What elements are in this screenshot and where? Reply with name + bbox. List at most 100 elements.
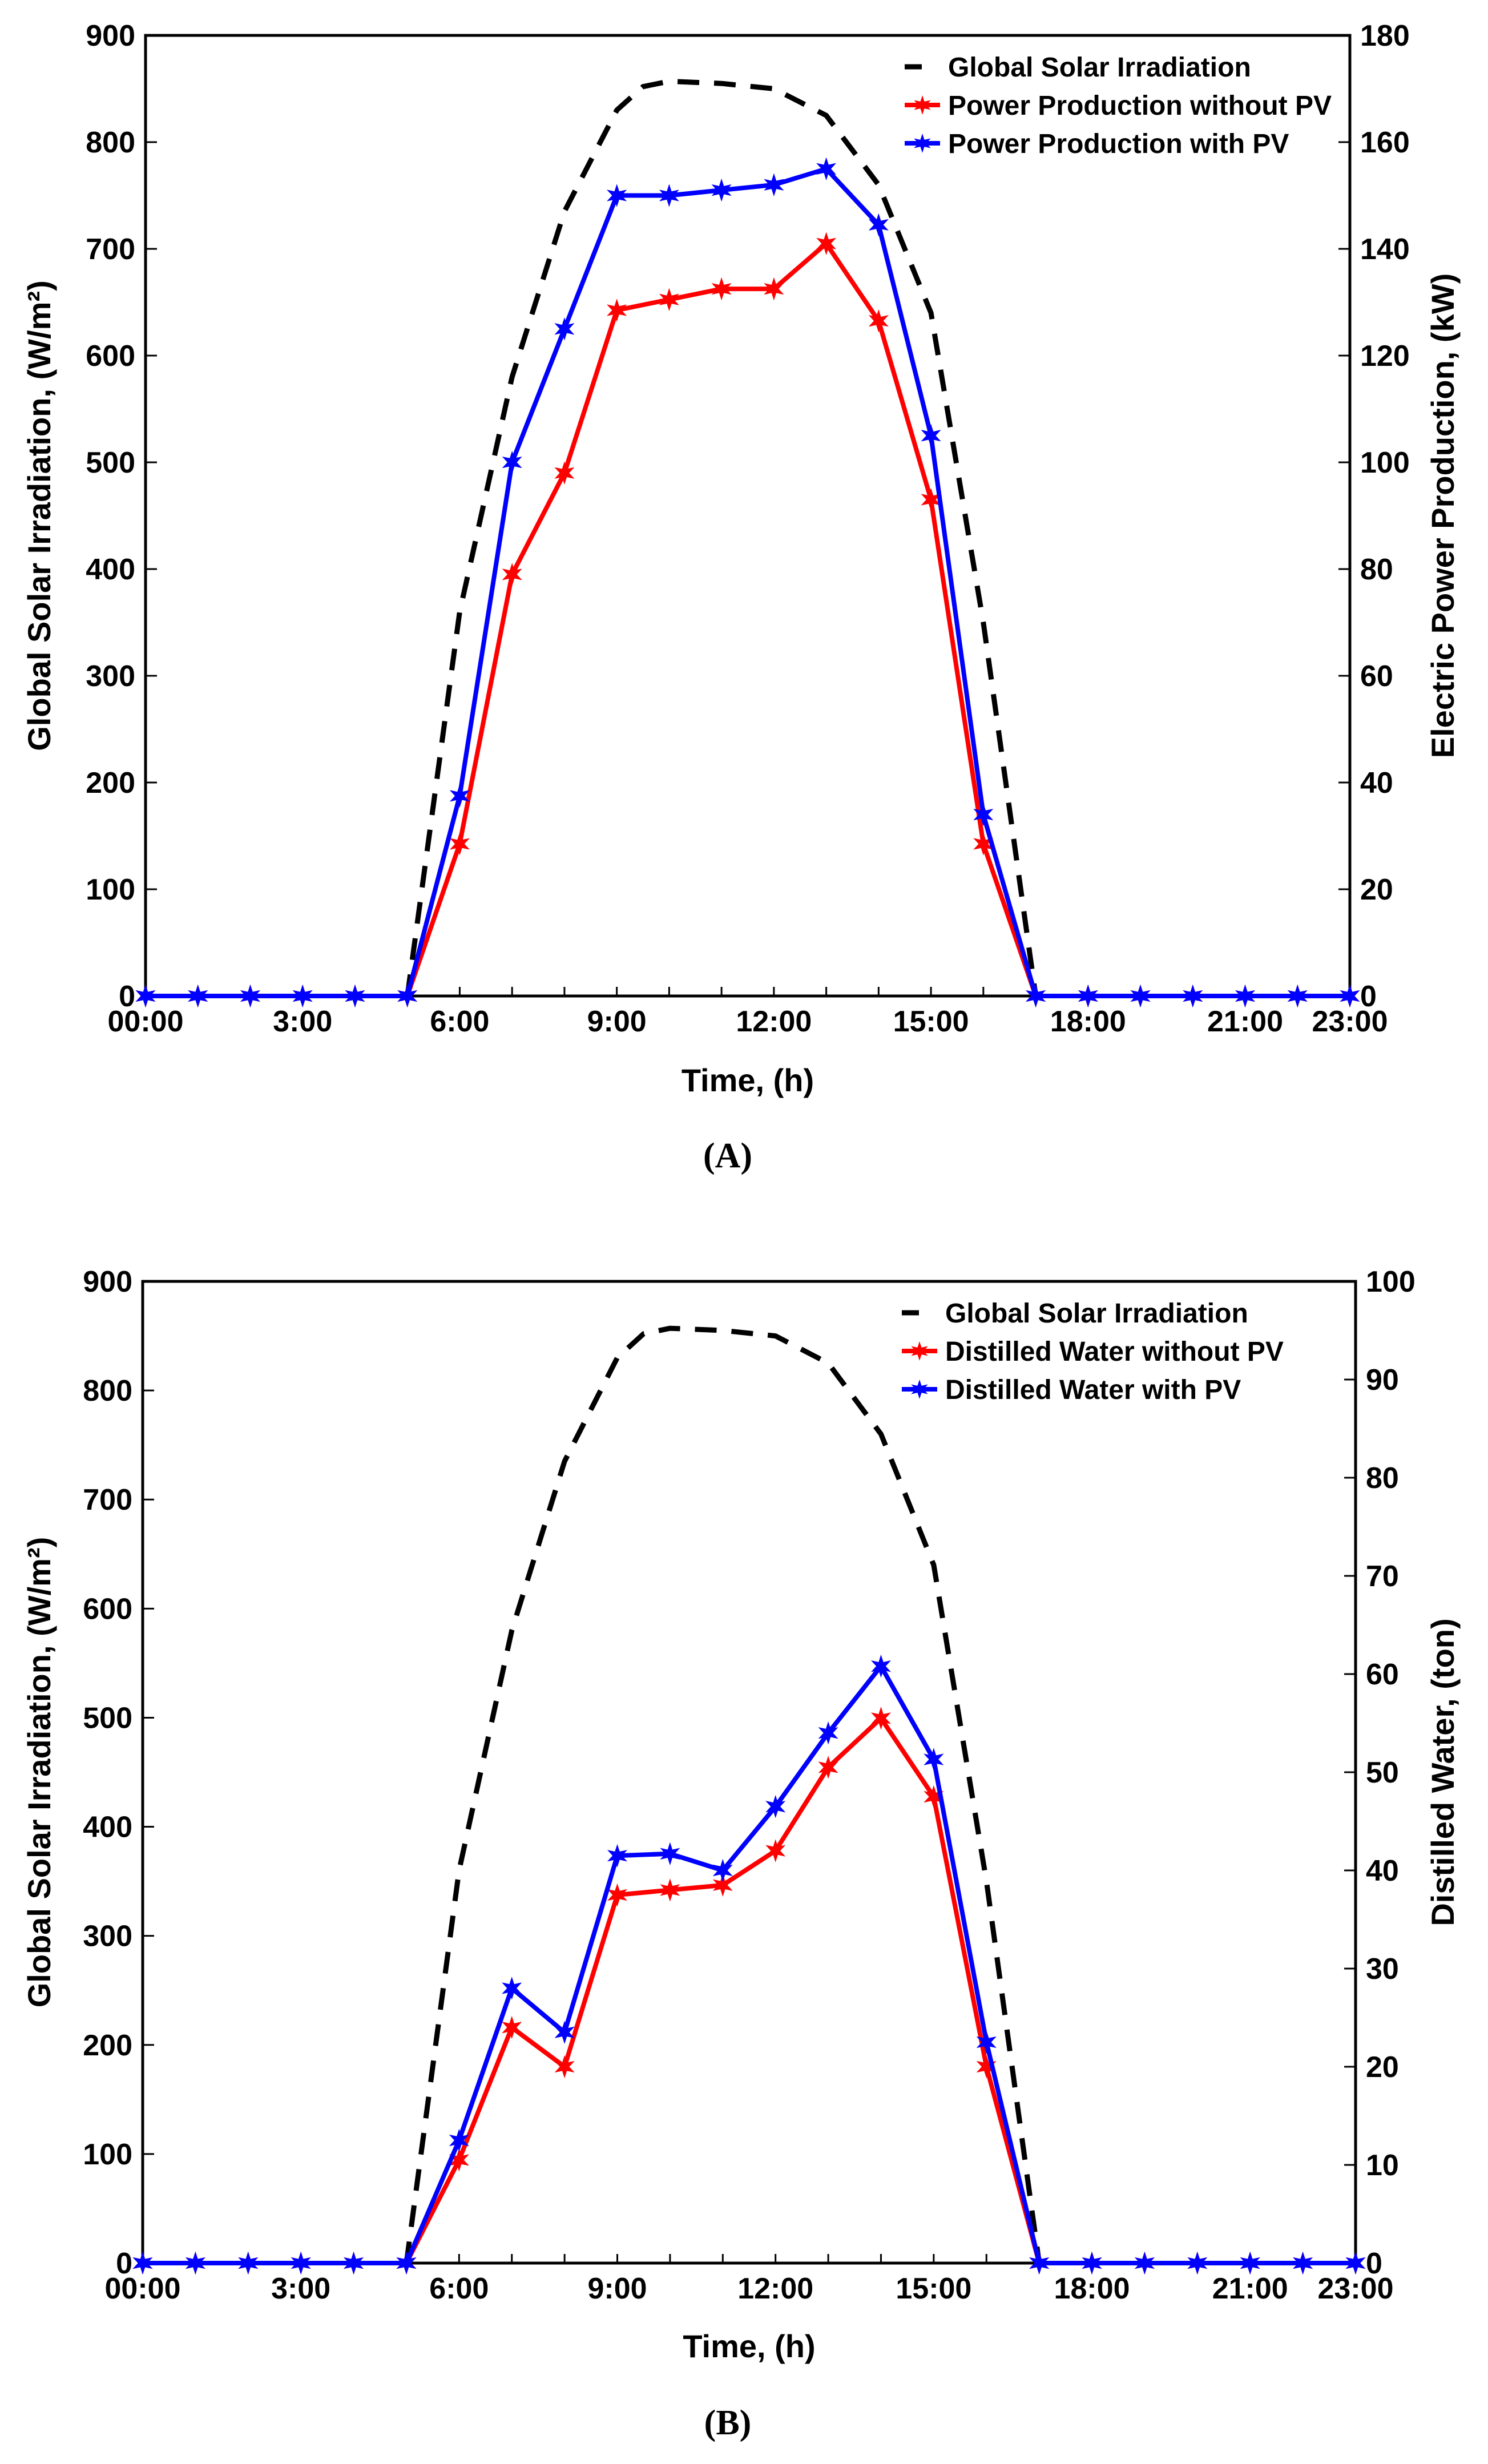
data-point bbox=[502, 1977, 522, 2000]
y-left-tick-label: 500 bbox=[86, 446, 135, 479]
data-point bbox=[1345, 2251, 1366, 2275]
y-left-tick-label: 600 bbox=[86, 340, 135, 373]
data-point bbox=[238, 2251, 259, 2275]
x-axis-label: Time, (h) bbox=[682, 1062, 814, 1098]
y-left-axis-label: Global Solar Irradiation, (W/m²) bbox=[21, 1537, 57, 2008]
data-point bbox=[868, 309, 889, 333]
data-point bbox=[976, 2055, 997, 2079]
y-left-tick-label: 100 bbox=[83, 2138, 132, 2171]
x-tick-label: 6:00 bbox=[430, 1005, 489, 1038]
x-tick-label: 21:00 bbox=[1212, 2272, 1288, 2305]
data-point bbox=[502, 563, 522, 586]
y-left-tick-label: 200 bbox=[83, 2029, 132, 2062]
data-point bbox=[1187, 2251, 1208, 2275]
y-right-axis-label: Electric Power Production, (kW) bbox=[1425, 273, 1461, 758]
legend: Global Solar Irradiation Power Production… bbox=[905, 53, 1332, 159]
series-line bbox=[143, 1664, 1356, 2265]
data-point bbox=[1130, 984, 1151, 1008]
legend-marker bbox=[911, 1341, 928, 1361]
y-right-tick-label: 60 bbox=[1360, 660, 1393, 693]
data-point bbox=[1078, 984, 1098, 1008]
x-tick-label: 6:00 bbox=[429, 2272, 489, 2305]
data-point bbox=[554, 461, 575, 485]
y-right-tick-label: 140 bbox=[1360, 233, 1410, 266]
legend-entry: Global Solar Irradiation bbox=[948, 53, 1251, 83]
data-point bbox=[292, 984, 313, 1008]
y-right-tick-label: 0 bbox=[1360, 980, 1377, 1013]
data-point bbox=[764, 277, 784, 301]
data-point bbox=[1240, 2251, 1260, 2275]
data-point bbox=[1134, 2251, 1155, 2275]
data-point bbox=[1340, 984, 1360, 1008]
y-left-axis-label: Global Solar Irradiation, (W/m²) bbox=[21, 280, 57, 751]
data-point bbox=[973, 802, 994, 826]
data-point bbox=[660, 1842, 680, 1866]
data-point bbox=[764, 173, 784, 197]
legend-marker bbox=[914, 134, 931, 153]
y-left-tick-label: 700 bbox=[86, 233, 135, 266]
data-point bbox=[1082, 2251, 1102, 2275]
y-left-tick-label: 0 bbox=[119, 980, 135, 1013]
x-tick-label: 9:00 bbox=[587, 1005, 647, 1038]
series-power-production-without-pv bbox=[135, 232, 1360, 1008]
panel-label: (A) bbox=[703, 1136, 752, 1175]
data-point bbox=[343, 2251, 364, 2275]
data-point bbox=[396, 2251, 417, 2275]
legend-entry: Power Production with PV bbox=[948, 129, 1289, 159]
plot-frame bbox=[141, 1280, 1357, 2265]
data-point bbox=[554, 317, 575, 341]
y-right-tick-label: 80 bbox=[1360, 553, 1393, 586]
x-tick-label: 9:00 bbox=[587, 2272, 647, 2305]
x-tick-label: 15:00 bbox=[896, 2272, 971, 2305]
data-point bbox=[659, 184, 679, 207]
data-point bbox=[976, 2030, 997, 2054]
data-point bbox=[765, 1839, 786, 1862]
x-tick-label: 18:00 bbox=[1050, 1005, 1126, 1038]
data-point bbox=[135, 984, 156, 1008]
y-right-tick-label: 70 bbox=[1366, 1560, 1399, 1593]
x-axis-label: Time, (h) bbox=[683, 2328, 815, 2364]
y-left-tick-label: 900 bbox=[83, 1265, 132, 1298]
y-right-axis-label: Distilled Water, (ton) bbox=[1425, 1618, 1461, 1926]
y-right-tick-label: 20 bbox=[1360, 873, 1393, 906]
data-point bbox=[291, 2251, 311, 2275]
series-global-solar-irradiation bbox=[404, 1325, 1042, 2264]
x-tick-label: 18:00 bbox=[1054, 2272, 1130, 2305]
y-left-tick-label: 800 bbox=[86, 126, 135, 159]
y-left-tick-label: 100 bbox=[86, 873, 135, 906]
data-point bbox=[502, 450, 522, 474]
y-right-tick-label: 40 bbox=[1366, 1854, 1399, 1888]
series-line bbox=[404, 1325, 1042, 2264]
data-point bbox=[554, 2055, 575, 2079]
data-point bbox=[818, 1721, 838, 1745]
data-point bbox=[1235, 984, 1256, 1008]
data-point bbox=[1029, 2251, 1050, 2275]
y-right-tick-label: 90 bbox=[1366, 1364, 1399, 1397]
x-tick-label: 00:00 bbox=[108, 1005, 184, 1038]
data-point bbox=[345, 984, 365, 1008]
y-left-tick-label: 400 bbox=[86, 553, 135, 586]
data-point bbox=[449, 784, 470, 808]
legend-entry: Distilled Water with PV bbox=[945, 1375, 1241, 1405]
panel-label: (B) bbox=[704, 2403, 752, 2442]
data-point bbox=[660, 1878, 680, 1902]
legend-marker bbox=[914, 95, 931, 115]
y-right-tick-label: 20 bbox=[1366, 2051, 1399, 2084]
data-point bbox=[921, 424, 941, 447]
data-point bbox=[924, 1748, 944, 1771]
series-global-solar-irradiation bbox=[405, 78, 1039, 997]
y-left-tick-label: 800 bbox=[83, 1374, 132, 1408]
legend-entry: Power Production without PV bbox=[948, 91, 1332, 121]
data-point bbox=[397, 984, 418, 1008]
chart-panel-b: 00:00 3:00 6:00 9:00 12:00 15:00 18:00 21:00 23:… bbox=[21, 1265, 1461, 2442]
x-tick-label: 23:00 bbox=[1318, 2272, 1394, 2305]
legend-marker bbox=[911, 1380, 928, 1399]
y-right-tick-label: 40 bbox=[1360, 767, 1393, 800]
chart-panel-a: 00:00 3:00 6:00 9:00 12:00 15:00 18:00 21:00 23:… bbox=[21, 19, 1461, 1175]
x-tick-label: 23:00 bbox=[1312, 1005, 1388, 1038]
data-point bbox=[188, 984, 208, 1008]
y-right-tick-label: 80 bbox=[1366, 1462, 1399, 1495]
y-left-tick-label: 600 bbox=[83, 1592, 132, 1626]
y-left-tick-label: 0 bbox=[116, 2247, 132, 2280]
